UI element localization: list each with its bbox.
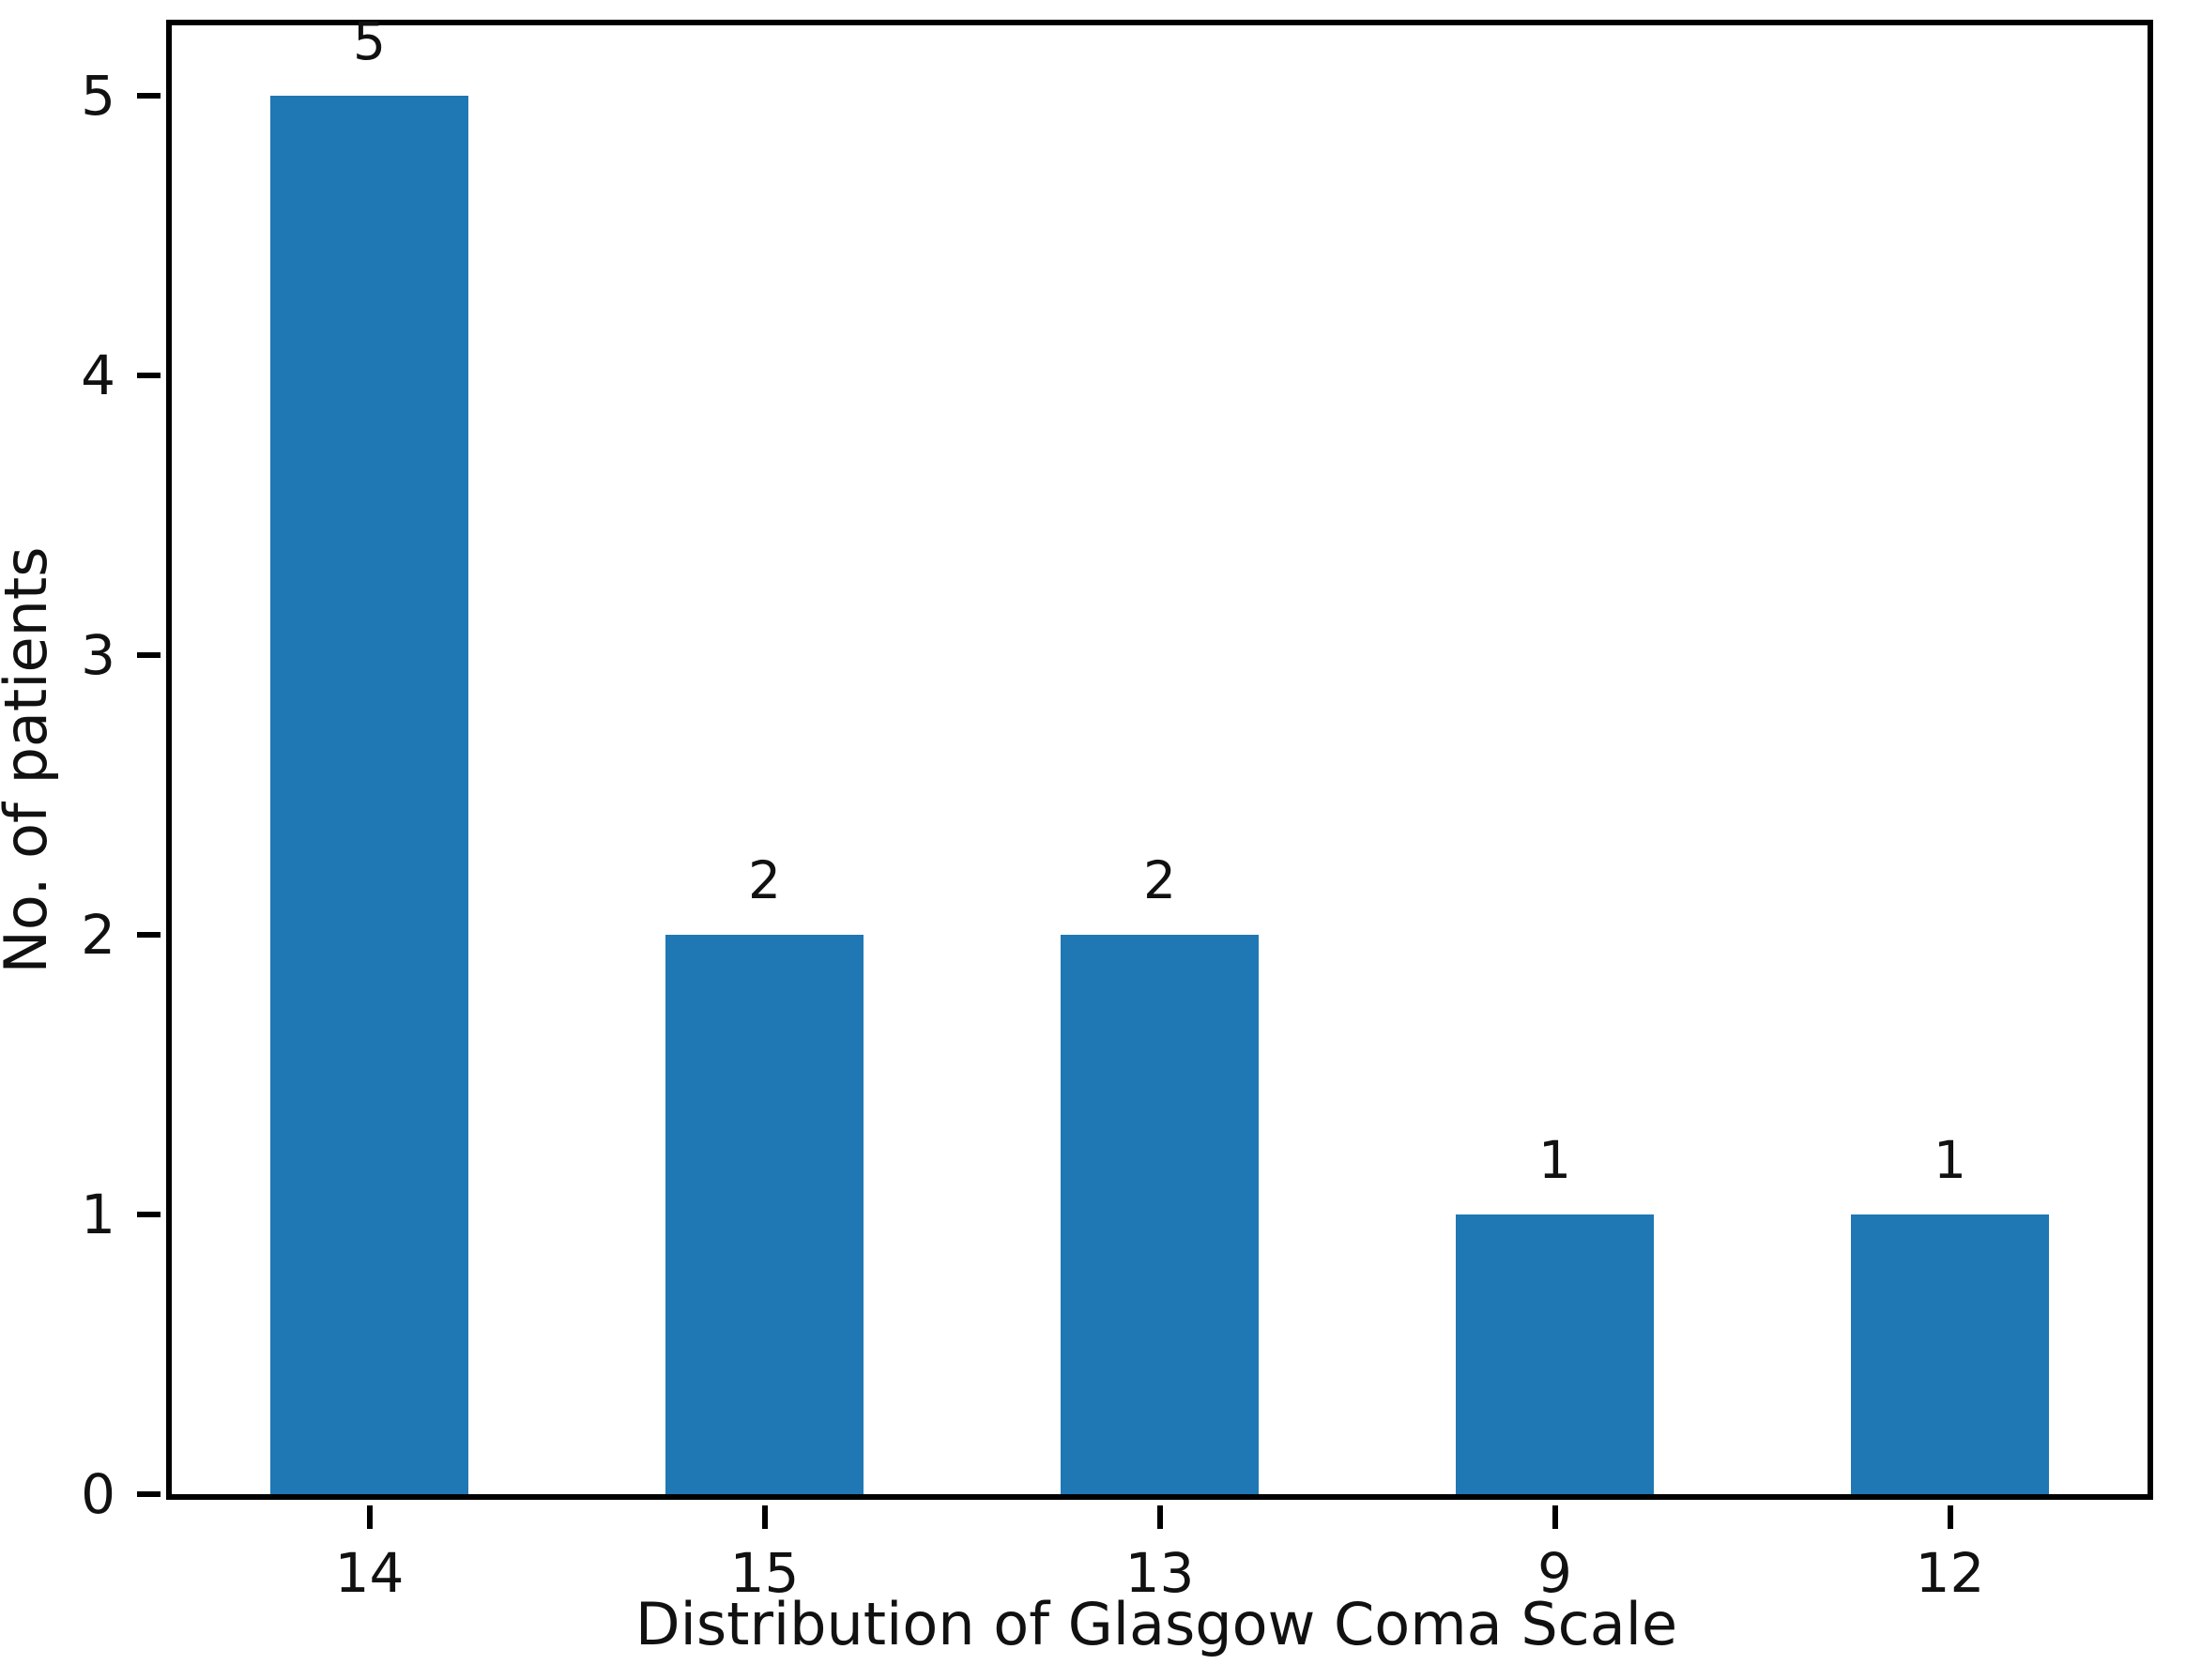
x-tick-mark [761,1505,768,1529]
bar-value-label: 2 [1143,849,1176,910]
y-tick-label: 0 [81,1462,115,1526]
y-tick-mark [137,1211,161,1217]
x-tick-label: 12 [1915,1541,1985,1605]
y-axis-label: No. of patients [0,546,60,974]
x-tick-mark [1552,1505,1558,1529]
y-tick-label: 4 [81,343,115,407]
x-tick-mark [1947,1505,1953,1529]
y-tick-label: 3 [81,622,115,687]
y-tick-mark [137,1491,161,1497]
x-tick-mark [366,1505,373,1529]
y-tick-mark [137,651,161,658]
bar-14 [270,95,468,1494]
x-tick-label: 9 [1537,1541,1572,1605]
bar-value-label: 1 [1538,1129,1571,1190]
y-tick-label: 1 [81,1182,115,1246]
bar-value-label: 1 [1934,1129,1966,1190]
bar-value-label: 2 [748,849,781,910]
plot-area: 0 1 2 3 4 5 5 14 2 15 2 13 1 9 1 12 [81,15,2153,1600]
bar-value-label: 5 [353,10,386,71]
x-tick-label: 15 [729,1541,800,1605]
bar-12 [1851,1214,2049,1494]
y-tick-mark [137,931,161,938]
x-tick-mark [1156,1505,1163,1529]
y-tick-label: 5 [81,63,115,128]
y-tick-mark [137,92,161,99]
y-tick-mark [137,372,161,378]
y-tick-label: 2 [81,902,115,967]
bar-9 [1456,1214,1654,1494]
x-tick-label: 14 [334,1541,405,1605]
x-axis-label: Distribution of Glasgow Coma Scale [634,1590,1678,1658]
bar-15 [665,934,864,1494]
bar-13 [1061,934,1259,1494]
x-tick-label: 13 [1124,1541,1195,1605]
